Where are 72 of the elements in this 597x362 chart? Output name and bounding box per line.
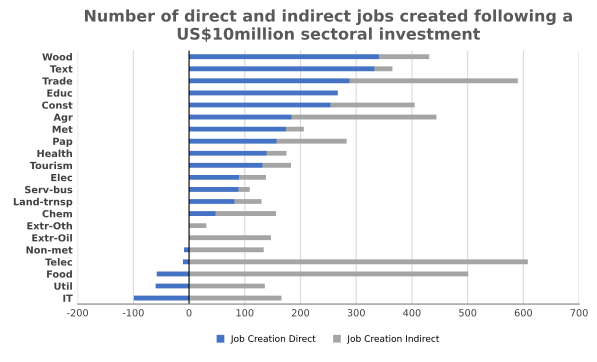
- y-tick-label: Serv-bus: [25, 186, 72, 194]
- bar: [189, 138, 277, 144]
- x-tick-label: -200: [67, 309, 88, 316]
- bar: [238, 187, 250, 192]
- bar: [239, 174, 266, 180]
- y-tick-label: Educ: [47, 89, 72, 97]
- y-tick-label: Extr-Oth: [27, 222, 72, 230]
- bar: [266, 150, 287, 156]
- x-tick-label: 100: [236, 309, 254, 316]
- bar: [189, 284, 265, 288]
- y-tick-label: Extr-Oil: [32, 234, 72, 242]
- bar: [189, 150, 266, 156]
- bar: [189, 187, 239, 192]
- x-tick-label: 200: [292, 309, 310, 316]
- bar: [189, 66, 375, 72]
- bar: [379, 54, 430, 60]
- legend-label: Job Creation Direct: [230, 335, 316, 344]
- legend-label: Job Creation Indirect: [346, 335, 440, 344]
- x-tick-label: 500: [459, 309, 476, 316]
- bar: [134, 296, 190, 300]
- y-tick-label: IT: [63, 294, 73, 302]
- bar: [276, 138, 347, 144]
- bar: [189, 102, 331, 108]
- y-tick-label: Agr: [54, 114, 73, 123]
- y-tick-label: Telec: [45, 258, 72, 266]
- y-tick-label: Food: [47, 270, 72, 278]
- bar: [189, 296, 282, 300]
- bar: [189, 235, 271, 240]
- y-tick-label: Land-trnsp: [14, 198, 72, 208]
- y-tick-label: Util: [54, 282, 72, 290]
- bar: [156, 284, 190, 288]
- bar: [189, 259, 528, 264]
- bar: [189, 78, 350, 84]
- y-tick-label: Met: [52, 126, 73, 133]
- x-tick-label: 0: [186, 309, 192, 316]
- bar: [189, 114, 292, 120]
- y-tick-label: Tourism: [30, 162, 72, 170]
- y-tick-label: Elec: [51, 174, 72, 182]
- x-tick-label: -100: [122, 309, 144, 316]
- y-tick-label: Pap: [53, 138, 72, 147]
- y-tick-label: Text: [50, 65, 73, 73]
- bar: [189, 211, 216, 216]
- bar: [286, 126, 304, 132]
- bar: [156, 272, 190, 276]
- x-tick-label: 400: [403, 309, 421, 316]
- bar: [189, 272, 468, 276]
- bar: [234, 199, 262, 204]
- y-tick-label: Health: [37, 150, 72, 158]
- bar: [292, 114, 436, 120]
- x-tick-label: 700: [570, 309, 588, 316]
- y-tick-label: Chem: [42, 210, 72, 218]
- bar: [350, 78, 518, 84]
- y-tick-label: Non-met: [26, 246, 73, 254]
- bar: [189, 247, 264, 252]
- bar: [330, 102, 415, 108]
- bar: [189, 223, 206, 228]
- bar: [189, 174, 240, 180]
- x-tick-label: 600: [514, 309, 532, 316]
- bar: [189, 162, 263, 168]
- bar: [189, 90, 338, 96]
- bar: [189, 54, 380, 60]
- bar: [189, 126, 286, 132]
- y-tick-label: Const: [42, 101, 73, 109]
- bar: [262, 162, 292, 168]
- y-tick-label: Trade: [42, 77, 72, 85]
- y-tick-label: Wood: [42, 53, 72, 61]
- bar: [182, 259, 190, 264]
- bar: [216, 211, 276, 216]
- x-tick-label: 300: [348, 309, 365, 316]
- bar: [374, 66, 392, 72]
- chart-title: Number of direct and indirect jobs created following a US$10million sectoral investment: [84, 9, 572, 42]
- bar: [189, 199, 235, 204]
